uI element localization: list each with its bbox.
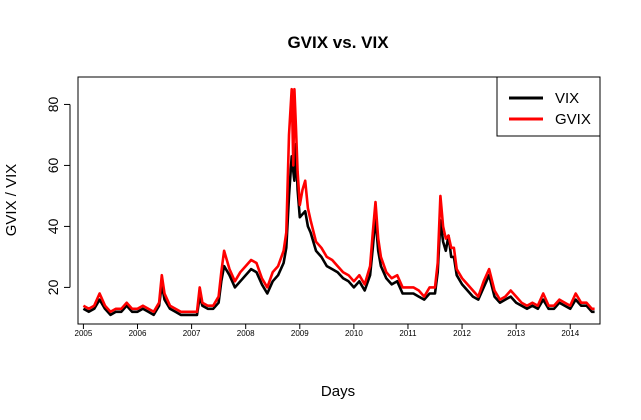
y-tick-label: 80 [45,96,61,112]
x-tick-label: 2012 [453,329,471,338]
x-axis: 2005 2006 2007 2008 2009 2010 2011 2012 2013 2014 [75,323,580,338]
y-tick-label: 60 [45,157,61,173]
y-tick-label: 20 [45,279,61,295]
x-tick-label: 2005 [75,329,93,338]
legend: VIX GVIX [496,76,601,137]
series-line-gvix [82,87,595,314]
x-tick-label: 2007 [183,329,201,338]
series-line-vix [82,142,595,317]
legend-label-vix: VIX [555,90,579,107]
legend-label-gvix: GVIX [555,111,591,128]
x-tick-label: 2013 [507,329,525,338]
series-layer [82,87,595,317]
y-axis: 20 40 60 80 [45,96,71,295]
x-tick-label: 2011 [399,329,417,338]
y-tick-label: 40 [45,218,61,234]
x-tick-label: 2010 [345,329,363,338]
x-tick-label: 2006 [129,329,147,338]
x-tick-label: 2009 [291,329,309,338]
x-tick-label: 2014 [561,329,579,338]
chart-title: GVIX vs. VIX [287,33,389,52]
legend-box [496,76,601,137]
x-axis-title: Days [321,383,355,400]
y-axis-title: GVIX / VIX [3,164,20,237]
x-tick-label: 2008 [237,329,255,338]
